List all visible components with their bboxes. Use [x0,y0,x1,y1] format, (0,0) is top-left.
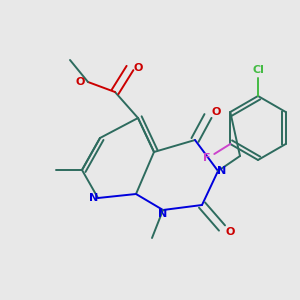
Text: N: N [89,193,99,203]
Text: O: O [211,107,221,117]
Text: F: F [202,153,210,163]
Text: N: N [218,166,226,176]
Text: O: O [133,63,143,73]
Text: O: O [225,227,235,237]
Text: Cl: Cl [252,65,264,75]
Text: O: O [75,77,85,87]
Text: N: N [158,209,168,219]
